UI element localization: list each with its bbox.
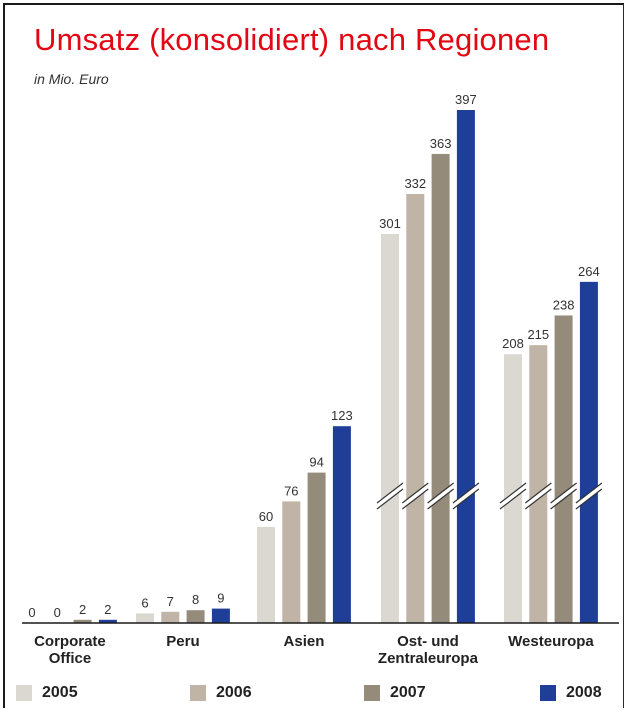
break-line-b-2007-cat-4: [550, 488, 577, 510]
value-label-2005-cat-1: 6: [141, 595, 148, 610]
category-label-3: Ost- und Zentraleuropa: [378, 633, 479, 667]
chart-frame: [3, 3, 624, 708]
legend-item-2008: 2008: [540, 684, 602, 702]
break-line-a-2007-cat-3: [427, 482, 454, 504]
break-gap-2007-cat-4: [550, 483, 577, 509]
bar-2006-cat-3: [406, 193, 425, 624]
bar-2006-cat-2: [282, 501, 301, 623]
legend-item-2006: 2006: [190, 684, 252, 702]
legend-swatch-2005: [16, 685, 32, 701]
break-line-b-2005-cat-4: [499, 488, 527, 510]
break-gap-2006-cat-4: [525, 483, 552, 509]
bar-2008-cat-2: [332, 426, 351, 623]
category-label-line-0-0: Corporate: [34, 633, 106, 650]
break-line-b-2008-cat-4: [575, 488, 603, 510]
break-gap-2006-cat-3: [402, 483, 429, 509]
category-label-line-2-0: Asien: [284, 633, 325, 650]
bar-2008-cat-3: [456, 110, 475, 623]
value-label-2005-cat-3: 301: [379, 216, 401, 231]
category-label-1: Peru: [166, 633, 199, 650]
value-label-2007-cat-4: 238: [553, 297, 575, 312]
legend-label-2006: 2006: [216, 684, 252, 701]
value-label-2008-cat-4: 264: [578, 264, 600, 279]
bar-2008-cat-4: [579, 281, 598, 623]
chart-title: Umsatz (konsolidiert) nach Regionen: [34, 22, 550, 57]
break-line-b-2007-cat-3: [427, 488, 454, 510]
legend-swatch-2008: [540, 685, 556, 701]
legend-label-2007: 2007: [390, 684, 426, 701]
break-line-a-2006-cat-3: [401, 482, 429, 504]
break-gap-2005-cat-4: [500, 483, 526, 509]
break-line-a-2008-cat-4: [575, 482, 603, 504]
value-label-2006-cat-3: 332: [404, 176, 426, 191]
break-line-a-2007-cat-4: [550, 482, 577, 504]
bar-2007-cat-0: [73, 619, 92, 623]
value-label-2008-cat-2: 123: [331, 408, 353, 423]
category-label-line-4-0: Westeuropa: [508, 633, 594, 650]
legend-label-2005: 2005: [42, 684, 78, 701]
value-label-2007-cat-1: 8: [192, 592, 199, 607]
bar-2005-cat-2: [257, 527, 275, 623]
bar-2006-cat-4: [529, 345, 548, 623]
break-line-b-2006-cat-4: [524, 488, 552, 510]
value-label-2006-cat-0: 0: [54, 605, 61, 620]
value-label-2008-cat-1: 9: [217, 591, 224, 606]
bar-2007-cat-1: [186, 610, 205, 623]
legend-swatch-2006: [190, 685, 206, 701]
category-label-0: Corporate Office: [34, 633, 106, 667]
legend-label-2008: 2008: [566, 684, 602, 701]
category-label-line-3-1: Zentraleuropa: [378, 650, 479, 667]
category-labels-group: Corporate Office Peru Asien Ost- und Zentrale…: [34, 633, 594, 667]
category-label-line-3-0: Ost- und: [397, 633, 459, 650]
category-label-4: Westeuropa: [508, 633, 594, 650]
legend-item-2005: 2005: [16, 684, 78, 702]
break-gap-2007-cat-3: [427, 483, 454, 509]
break-line-b-2006-cat-3: [401, 488, 429, 510]
chart-subtitle: in Mio. Euro: [34, 71, 109, 87]
value-label-2006-cat-4: 215: [527, 327, 549, 342]
break-line-a-2005-cat-4: [499, 482, 527, 504]
bar-2008-cat-0: [98, 619, 117, 623]
value-label-2005-cat-0: 0: [28, 605, 35, 620]
value-label-2006-cat-1: 7: [167, 594, 174, 609]
value-label-2008-cat-0: 2: [104, 602, 111, 617]
bar-2005-cat-1: [136, 613, 154, 623]
bar-2005-cat-4: [504, 354, 522, 623]
break-line-b-2005-cat-3: [376, 488, 404, 510]
bar-2007-cat-3: [431, 153, 450, 623]
bar-2006-cat-1: [161, 611, 180, 623]
bars-group: [73, 110, 598, 624]
value-label-2007-cat-0: 2: [79, 602, 86, 617]
axis-break-marks: [376, 482, 603, 510]
break-gap-2008-cat-3: [452, 483, 479, 509]
bar-2005-cat-3: [381, 234, 399, 623]
category-label-line-0-1: Office: [49, 650, 92, 667]
value-label-2008-cat-3: 397: [455, 92, 477, 107]
break-line-b-2008-cat-3: [452, 488, 480, 510]
category-label-line-1-0: Peru: [166, 633, 199, 650]
break-line-a-2008-cat-3: [452, 482, 480, 504]
value-label-2007-cat-3: 363: [430, 136, 452, 151]
break-line-a-2005-cat-3: [376, 482, 404, 504]
bar-2007-cat-2: [307, 472, 326, 623]
value-label-2005-cat-4: 208: [502, 336, 524, 351]
legend: 2005 2006 2007 2008: [14, 684, 619, 708]
value-label-2006-cat-2: 76: [284, 483, 298, 498]
bar-2007-cat-4: [554, 315, 573, 623]
category-label-2: Asien: [284, 633, 325, 650]
break-line-a-2006-cat-4: [524, 482, 552, 504]
break-gap-2008-cat-4: [575, 483, 602, 509]
value-label-2007-cat-2: 94: [309, 455, 323, 470]
bar-2008-cat-1: [211, 608, 230, 623]
legend-item-2007: 2007: [364, 684, 426, 702]
legend-swatch-2007: [364, 685, 380, 701]
break-gap-2005-cat-3: [377, 483, 403, 509]
value-label-2005-cat-2: 60: [259, 509, 273, 524]
